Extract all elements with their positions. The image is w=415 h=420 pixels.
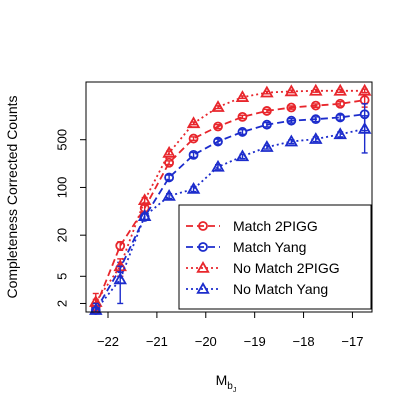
- plot-frame: [85, 81, 373, 313]
- data-point: [113, 272, 127, 285]
- data-point: [186, 116, 201, 129]
- legend-marker: [196, 260, 210, 273]
- data-point: [115, 240, 126, 251]
- data-point: [335, 98, 346, 109]
- data-point: [137, 193, 152, 206]
- x-axis-label-sub: b: [227, 381, 233, 392]
- y-tick-label: 500: [55, 129, 70, 151]
- data-point: [211, 100, 225, 112]
- data-point: [284, 84, 299, 97]
- series-3: [89, 115, 372, 315]
- series-line: [95, 89, 365, 303]
- data-point: [333, 83, 347, 96]
- legend-marker: [198, 221, 208, 231]
- data-point: [164, 157, 175, 168]
- x-tick-label: −19: [244, 334, 266, 349]
- data-point: [188, 133, 199, 144]
- data-point: [260, 140, 274, 152]
- y-tick-label: 2: [55, 300, 70, 307]
- data-point: [237, 111, 248, 122]
- data-point: [357, 121, 372, 134]
- series-line: [95, 113, 365, 311]
- data-point: [213, 121, 223, 132]
- x-tick-label: −22: [97, 334, 119, 349]
- legend-marker: [198, 242, 208, 252]
- data-point: [162, 145, 176, 158]
- legend-box: [178, 204, 372, 310]
- data-point: [310, 114, 321, 125]
- series-2: [89, 83, 372, 313]
- data-point: [286, 115, 297, 126]
- data-point: [235, 149, 250, 162]
- data-point: [137, 209, 152, 221]
- legend-label: No Match 2PIGG: [233, 260, 340, 276]
- y-axis-label: Completeness Corrected Counts: [4, 95, 20, 298]
- legend-label: No Match Yang: [233, 281, 328, 297]
- data-point: [235, 90, 250, 102]
- data-point: [261, 106, 272, 116]
- series-line: [95, 128, 365, 311]
- legend: Match 2PIGG Match Yang No Match 2PIGG No Ma…: [178, 204, 372, 310]
- legend-marker: [196, 281, 210, 294]
- data-point: [309, 83, 323, 96]
- legend-label: Match 2PIGG: [233, 218, 318, 234]
- data-point: [333, 127, 347, 140]
- y-tick-label: 5: [55, 273, 70, 280]
- y-tick-label: 20: [55, 228, 70, 242]
- data-point: [211, 159, 225, 172]
- data-point: [260, 85, 274, 98]
- x-tick-label: −17: [341, 334, 363, 349]
- plot-series-layer: [89, 83, 372, 315]
- data-point: [357, 83, 372, 96]
- data-point: [309, 132, 323, 144]
- y-tick-label: 100: [55, 177, 70, 199]
- data-point: [188, 149, 199, 160]
- x-axis-label-subsub: J: [233, 387, 237, 394]
- x-tick-label: −20: [195, 334, 217, 349]
- data-point: [89, 303, 103, 315]
- legend-label: Match Yang: [233, 239, 306, 255]
- data-point: [237, 127, 248, 137]
- x-tick-label: −21: [146, 334, 168, 349]
- data-point: [261, 119, 272, 130]
- data-point: [213, 136, 223, 147]
- axes-layer: −22 −21 −20 −19 −18 −17 2 5 20 100 500: [55, 129, 364, 349]
- x-axis-label: MbJ: [216, 372, 237, 394]
- data-point: [186, 181, 201, 194]
- x-tick-label: −18: [293, 334, 315, 349]
- x-axis-label-main: M: [216, 372, 228, 388]
- data-point: [335, 112, 346, 123]
- data-point: [286, 102, 297, 113]
- data-point: [162, 188, 176, 201]
- data-point: [310, 100, 321, 111]
- data-point: [284, 134, 299, 147]
- data-point: [164, 172, 175, 183]
